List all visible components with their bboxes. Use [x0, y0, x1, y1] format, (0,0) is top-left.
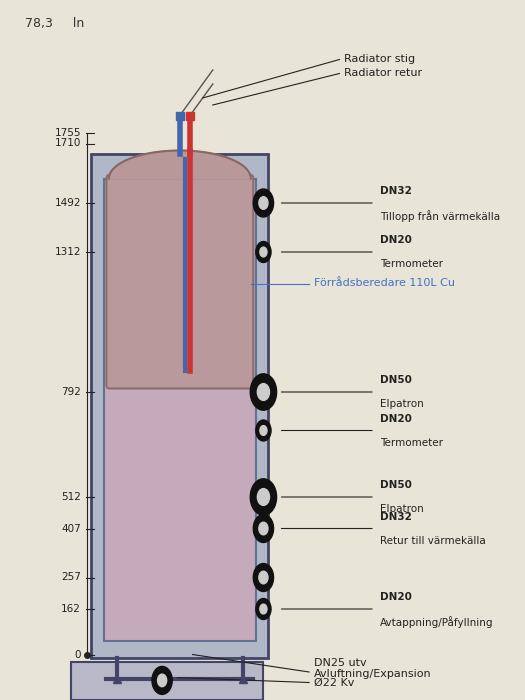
Text: Ø22 Kv: Ø22 Kv	[314, 678, 354, 687]
Text: 162: 162	[61, 604, 81, 614]
Text: Elpatron: Elpatron	[380, 504, 424, 514]
Circle shape	[256, 420, 271, 441]
Text: DN32: DN32	[380, 512, 412, 522]
Text: Retur till värmekälla: Retur till värmekälla	[380, 536, 486, 545]
Circle shape	[250, 479, 277, 515]
Text: Elpatron: Elpatron	[380, 399, 424, 409]
Polygon shape	[109, 150, 251, 178]
Circle shape	[253, 564, 274, 592]
Text: 0: 0	[75, 650, 81, 659]
Circle shape	[257, 489, 269, 505]
Circle shape	[253, 189, 274, 217]
Text: DN32: DN32	[380, 186, 412, 196]
Text: 407: 407	[61, 524, 81, 533]
Text: 792: 792	[61, 387, 81, 397]
Text: 1492: 1492	[55, 198, 81, 208]
Text: Termometer: Termometer	[380, 438, 443, 447]
Text: 512: 512	[61, 492, 81, 502]
FancyBboxPatch shape	[71, 662, 264, 700]
Circle shape	[256, 241, 271, 262]
Circle shape	[260, 247, 267, 257]
Text: Radiator retur: Radiator retur	[344, 69, 423, 78]
Circle shape	[158, 674, 166, 687]
Circle shape	[250, 374, 277, 410]
Text: DN25 utv
Avluftning/Expansion: DN25 utv Avluftning/Expansion	[314, 658, 432, 679]
FancyBboxPatch shape	[91, 154, 268, 658]
Circle shape	[259, 571, 268, 584]
Text: Radiator stig: Radiator stig	[344, 55, 416, 64]
Circle shape	[259, 197, 268, 209]
Circle shape	[260, 426, 267, 435]
Text: DN20: DN20	[380, 414, 412, 424]
Text: 78,3     ln: 78,3 ln	[25, 18, 85, 31]
Circle shape	[256, 598, 271, 620]
Text: 257: 257	[61, 573, 81, 582]
Text: 1312: 1312	[55, 247, 81, 257]
Circle shape	[152, 666, 172, 694]
Text: DN20: DN20	[380, 235, 412, 245]
Circle shape	[259, 522, 268, 535]
Text: Termometer: Termometer	[380, 259, 443, 269]
Text: Förrådsberedare 110L Cu: Förrådsberedare 110L Cu	[314, 279, 455, 288]
Text: Tillopp från värmekälla: Tillopp från värmekälla	[380, 210, 500, 222]
Text: DN20: DN20	[380, 592, 412, 602]
Text: DN50: DN50	[380, 375, 412, 385]
Text: 1755: 1755	[55, 128, 81, 138]
Text: Avtappning/Påfyllning: Avtappning/Påfyllning	[380, 616, 493, 628]
Circle shape	[257, 384, 269, 400]
Circle shape	[253, 514, 274, 542]
Circle shape	[260, 604, 267, 614]
FancyBboxPatch shape	[107, 175, 253, 388]
FancyBboxPatch shape	[104, 178, 256, 640]
Text: 1710: 1710	[55, 139, 81, 148]
Text: DN50: DN50	[380, 480, 412, 490]
